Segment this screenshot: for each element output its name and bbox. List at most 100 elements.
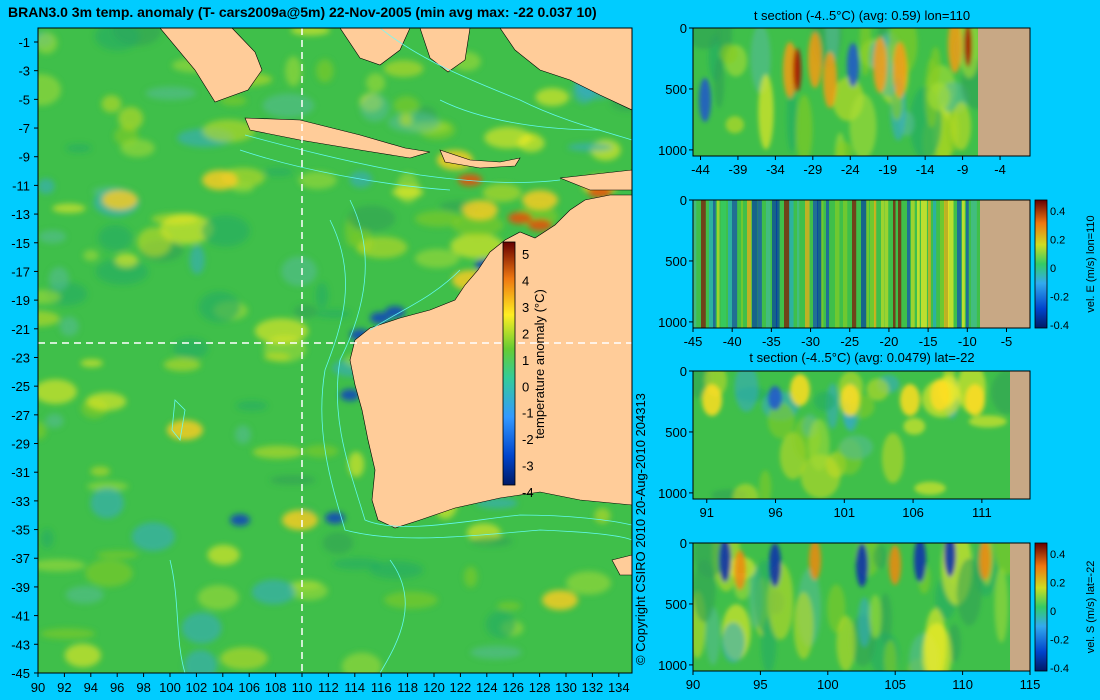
depth-contours [169, 28, 632, 673]
anomaly-patch [98, 224, 133, 251]
warm-patch [734, 550, 746, 590]
x-tick-label: -14 [916, 162, 935, 177]
anomaly-patch [482, 183, 522, 202]
anomaly-patch [384, 591, 438, 609]
velocity-stripe [728, 200, 733, 328]
anomaly-patch [172, 338, 209, 359]
colorbar-tick-label: 3 [522, 300, 529, 315]
x-tick-label: 126 [502, 680, 524, 695]
y-tick-label: 500 [665, 254, 687, 269]
colorbar-tick-label: 0 [522, 379, 529, 394]
y-tick-label: 1000 [658, 143, 687, 158]
anomaly-patch [83, 249, 99, 262]
x-tick-label: 96 [110, 680, 124, 695]
y-tick-label: -9 [18, 150, 30, 165]
cold-patch [385, 306, 405, 318]
colorbar-tick-label: 0.4 [1050, 549, 1065, 561]
warm-patch [783, 42, 797, 98]
x-tick-label: 111 [972, 505, 992, 520]
anomaly-patch [198, 291, 241, 323]
anomaly-patch [220, 647, 268, 670]
section-patch [795, 94, 813, 156]
y-tick-label: -37 [11, 551, 30, 566]
velocity-stripe [957, 200, 962, 328]
anomaly-patch [470, 536, 513, 547]
velocity-stripe [721, 200, 727, 328]
colorbar-tick-label: 0.2 [1050, 235, 1065, 247]
section-patch [930, 46, 941, 84]
section-patch [857, 597, 871, 648]
anomaly-patch [289, 580, 321, 591]
colorbar-tick-label: 1 [522, 353, 529, 368]
section-patch [705, 607, 721, 665]
y-tick-label: -43 [11, 637, 30, 652]
y-tick-label: 1000 [658, 658, 687, 673]
anomaly-patch [207, 544, 240, 566]
anomaly-patch [387, 112, 440, 133]
velocity-stripe [852, 200, 857, 328]
colorbar-tick-label: 4 [522, 274, 529, 289]
anomaly-patch [114, 253, 138, 268]
y-tick-label: -3 [18, 64, 30, 79]
anomaly-patch [281, 256, 317, 287]
warm-patch [702, 384, 722, 416]
x-tick-label: -19 [878, 162, 897, 177]
anomaly-patch [38, 74, 62, 106]
section-patch [869, 594, 882, 639]
anomaly-patch [38, 310, 60, 327]
hot-patch [508, 212, 532, 224]
anomaly-patch [118, 106, 144, 131]
velocity-stripe [971, 200, 977, 328]
x-tick-label: -39 [729, 162, 748, 177]
y-tick-label: -41 [11, 609, 30, 624]
x-tick-label: 122 [450, 680, 472, 695]
warm-patch [542, 590, 578, 610]
velocity-stripe [870, 200, 876, 328]
x-tick-label: 92 [57, 680, 71, 695]
y-tick-label: 500 [665, 425, 687, 440]
velocity-stripe [709, 200, 714, 328]
panel-title: t section (-4..5°C) (avg: 0.59) lon=110 [754, 8, 970, 23]
y-tick-label: -25 [11, 379, 30, 394]
velocity-stripe [732, 200, 738, 328]
x-tick-label: 108 [265, 680, 287, 695]
hot-patch [793, 48, 801, 92]
warm-patch [840, 384, 860, 416]
section-patch [767, 402, 795, 439]
map-colorbar: 5 4 3 2 1 0 -1 -2 -3 -4 temperature anomaly (°C) [502, 241, 547, 500]
anomaly-patch [96, 550, 139, 559]
cold-patch [340, 389, 360, 401]
anomaly-patch [201, 215, 250, 247]
anomaly-patch [290, 28, 330, 36]
x-tick-label: -34 [766, 162, 785, 177]
warm-patch [790, 374, 810, 406]
anomaly-patch [357, 236, 408, 259]
y-tick-label: -39 [11, 580, 30, 595]
x-tick-label: -9 [957, 162, 969, 177]
warm-patch [979, 543, 991, 580]
colorbar-tick-label: 0.4 [1050, 206, 1065, 218]
x-tick-label: 128 [529, 680, 551, 695]
section-patch [956, 558, 982, 626]
y-tick-label: -23 [11, 350, 30, 365]
y-tick-label: -13 [11, 207, 30, 222]
anomaly-patch [52, 203, 86, 214]
velocity-stripe [933, 200, 937, 328]
y-tick-label: -27 [11, 408, 30, 423]
panel-title: t section (-4..5°C) (avg: 0.0479) lat=-2… [749, 350, 974, 365]
panel-t-lon: t section (-4..5°C) (avg: 0.59) lon=110 … [658, 8, 1031, 177]
anomaly-patch [101, 95, 122, 113]
anomaly-patch [38, 379, 77, 404]
cold-patch [847, 43, 859, 87]
anomaly-patch [293, 304, 318, 319]
cold-patch [944, 543, 956, 577]
anomaly-patch [594, 507, 611, 524]
colorbar-tick-label: -0.2 [1050, 292, 1069, 304]
x-tick-label: -20 [880, 334, 899, 349]
anomaly-patch [485, 610, 516, 639]
x-tick-label: -24 [841, 162, 860, 177]
section-patch [968, 415, 1007, 428]
x-tick-label: 110 [292, 680, 313, 695]
y-tick-label: 500 [665, 597, 687, 612]
anomaly-patch [414, 210, 462, 227]
